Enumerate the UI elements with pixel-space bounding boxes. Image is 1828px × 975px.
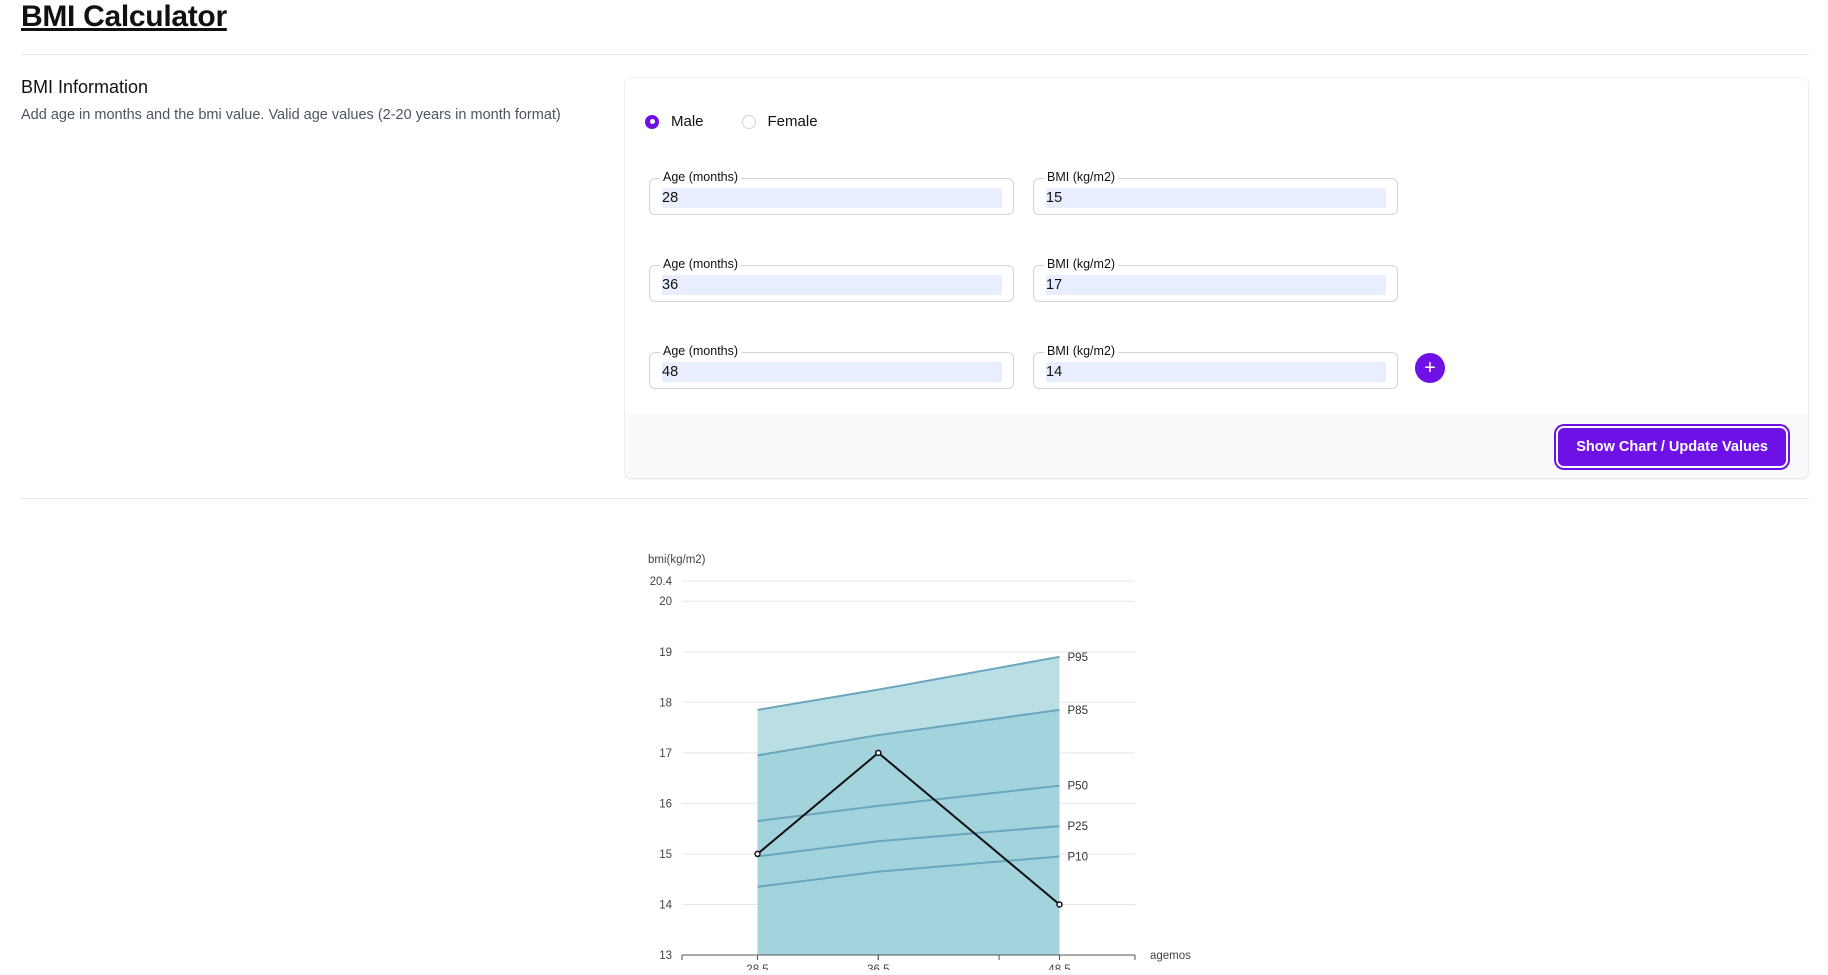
section-description: Add age in months and the bmi value. Val… — [21, 107, 561, 123]
bmi-chart: 13 14 15 16 17 18 19 20 20.4 bmi(kg/m2) P95 P85 P50 P… — [630, 545, 1220, 975]
age-field-3: Age (months) — [649, 344, 1014, 389]
bmi-label-1: BMI (kg/m2) — [1044, 170, 1119, 184]
y-tick-label: 13 — [659, 950, 672, 962]
percentile-label-p10: P10 — [1068, 851, 1088, 863]
y-tick-label: 20 — [659, 596, 672, 608]
radio-female-indicator[interactable] — [741, 114, 756, 129]
x-tick-label: 28.5 — [746, 964, 768, 970]
bmi-label-3: BMI (kg/m2) — [1044, 344, 1119, 358]
x-tick-label: 36.5 — [867, 964, 889, 970]
radio-female[interactable]: Female — [741, 113, 818, 130]
add-row-button[interactable]: + — [1415, 353, 1445, 383]
age-input-3[interactable] — [662, 362, 1002, 382]
age-input-1[interactable] — [662, 188, 1002, 208]
y-tick-label: 20.4 — [650, 576, 673, 588]
show-chart-button[interactable]: Show Chart / Update Values — [1558, 428, 1786, 466]
percentile-line-p85 — [757, 708, 1060, 757]
percentile-line-p95 — [757, 655, 1060, 711]
patient-bmi-point — [754, 850, 761, 858]
y-tick-label: 19 — [659, 647, 672, 659]
percentile-label-p50: P50 — [1068, 781, 1088, 793]
bmi-input-1[interactable] — [1046, 188, 1386, 208]
percentile-line-p50 — [757, 784, 1060, 823]
y-tick-label: 17 — [659, 748, 672, 760]
bmi-field-1: BMI (kg/m2) — [1033, 170, 1398, 215]
bmi-input-2[interactable] — [1046, 275, 1386, 295]
plus-icon: + — [1424, 357, 1436, 379]
y-tick-label: 18 — [659, 697, 672, 709]
age-label-3: Age (months) — [660, 344, 742, 358]
gender-radio-group: Male Female — [645, 113, 856, 130]
age-field-1: Age (months) — [649, 170, 1014, 215]
header-divider — [21, 54, 1809, 55]
age-label-2: Age (months) — [660, 257, 742, 271]
x-axis-label: agemos — [1150, 950, 1191, 962]
radio-male[interactable]: Male — [645, 113, 704, 130]
p85-p95-band — [757, 656, 1060, 756]
below-p85-band — [757, 709, 1060, 955]
bmi-chart-svg: 13 14 15 16 17 18 19 20 20.4 bmi(kg/m2) P95 P85 P50 P… — [648, 554, 1191, 975]
age-label-1: Age (months) — [660, 170, 742, 184]
age-input-2[interactable] — [662, 275, 1002, 295]
percentile-label-p25: P25 — [1068, 821, 1088, 833]
section-divider — [21, 498, 1809, 499]
bmi-input-3[interactable] — [1046, 362, 1386, 382]
percentile-line-p10 — [757, 855, 1060, 888]
bmi-field-3: BMI (kg/m2) — [1033, 344, 1398, 389]
page-title: BMI Calculator — [21, 0, 227, 33]
radio-male-label: Male — [671, 113, 704, 130]
patient-bmi-point — [1056, 901, 1063, 908]
percentile-label-p85: P85 — [1068, 705, 1088, 717]
x-tick-label: 48.5 — [1048, 964, 1070, 970]
percentile-line-p25 — [757, 825, 1060, 858]
y-tick-label: 16 — [659, 798, 672, 810]
radio-female-label: Female — [767, 113, 818, 130]
age-field-2: Age (months) — [649, 257, 1014, 302]
patient-bmi-point — [875, 749, 882, 757]
form-footer: Show Chart / Update Values — [625, 414, 1808, 478]
bmi-field-2: BMI (kg/m2) — [1033, 257, 1398, 302]
y-tick-label: 14 — [659, 899, 672, 911]
bmi-label-2: BMI (kg/m2) — [1044, 257, 1119, 271]
y-tick-label: 15 — [659, 849, 672, 861]
section-heading: BMI Information — [21, 77, 149, 97]
radio-male-indicator[interactable] — [645, 114, 659, 129]
y-axis-label: bmi(kg/m2) — [648, 554, 706, 566]
bmi-form-card: Male Female Age (months) BMI (kg/m2) Age… — [625, 78, 1808, 478]
percentile-label-p95: P95 — [1068, 652, 1088, 664]
